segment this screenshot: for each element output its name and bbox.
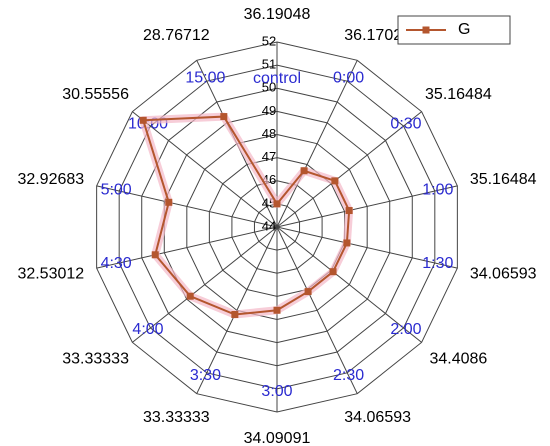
marker: [300, 167, 308, 175]
category-label: 5:00: [101, 182, 132, 199]
spoke: [132, 111, 278, 228]
marker: [139, 116, 147, 124]
marker: [220, 113, 228, 121]
marker: [273, 306, 281, 314]
outer-label: 32.53012: [17, 265, 84, 282]
marker: [186, 292, 194, 300]
marker: [345, 207, 353, 215]
category-label: 3:30: [190, 367, 221, 384]
outer-label: 30.55556: [62, 86, 129, 103]
spoke: [96, 226, 278, 269]
outer-label: 34.06593: [470, 265, 537, 282]
outer-label: 33.33333: [143, 409, 210, 426]
marker: [165, 198, 173, 206]
r-tick-label: 50: [262, 80, 276, 95]
spoke: [276, 111, 422, 228]
outer-label: 36.17021: [344, 27, 411, 44]
legend-label: G: [458, 21, 470, 38]
spoke: [276, 226, 358, 394]
series-halo: [139, 112, 354, 319]
r-tick-label: 44: [262, 218, 276, 233]
spoke: [276, 60, 358, 228]
marker: [331, 177, 339, 185]
marker: [231, 311, 239, 319]
marker: [329, 268, 337, 276]
outer-label: 35.16484: [470, 171, 537, 188]
spoke: [276, 226, 422, 343]
category-label: 0:00: [333, 70, 364, 87]
marker: [273, 200, 281, 208]
category-label: 2:00: [390, 321, 421, 338]
outer-label: 36.19048: [244, 6, 311, 23]
r-tick-label: 48: [262, 126, 276, 141]
spoke: [96, 185, 278, 228]
category-label: 1:00: [422, 182, 453, 199]
outer-label: 33.33333: [62, 350, 129, 367]
r-tick-label: 47: [262, 149, 276, 164]
r-tick-label: 51: [262, 57, 276, 72]
outer-label: 34.09091: [244, 430, 311, 446]
category-label: 15:00: [185, 70, 225, 87]
outer-label: 28.76712: [143, 27, 210, 44]
marker: [343, 239, 351, 247]
outer-label: 32.92683: [17, 171, 84, 188]
outer-label: 34.06593: [344, 409, 411, 426]
outer-label: 34.4086: [429, 350, 487, 367]
outer-label: 35.16484: [425, 86, 492, 103]
category-label: 4:30: [101, 255, 132, 272]
r-tick-label: 49: [262, 103, 276, 118]
category-label: 4:00: [132, 321, 163, 338]
spoke: [276, 226, 458, 269]
spoke: [132, 226, 278, 343]
legend-marker: [422, 26, 430, 34]
category-label: 3:00: [261, 383, 292, 400]
spoke: [276, 185, 458, 228]
category-label: 0:30: [390, 115, 421, 132]
category-label: 1:30: [422, 255, 453, 272]
r-tick-label: 52: [262, 33, 276, 48]
category-label: 2:30: [333, 367, 364, 384]
marker: [304, 288, 312, 296]
category-label: control: [253, 70, 301, 87]
marker: [151, 251, 159, 259]
